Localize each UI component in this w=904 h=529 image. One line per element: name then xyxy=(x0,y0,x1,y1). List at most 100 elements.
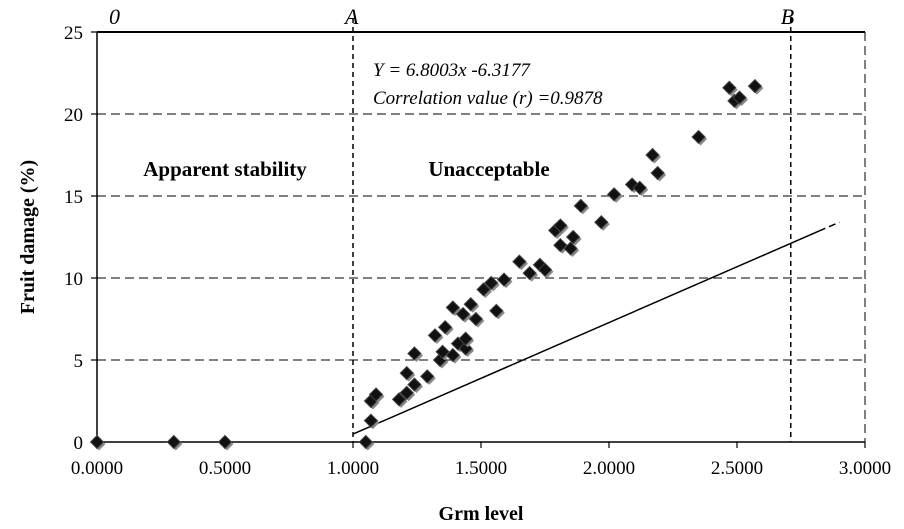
data-point-marker xyxy=(89,434,105,450)
x-tick-label: 3.0000 xyxy=(839,458,891,479)
data-point-marker xyxy=(522,265,537,281)
data-point-marker xyxy=(399,365,414,381)
data-point xyxy=(606,187,623,203)
threshold-lines xyxy=(352,18,792,442)
data-point-marker xyxy=(407,377,422,392)
data-point xyxy=(391,392,408,408)
data-point xyxy=(427,328,444,344)
y-axis-title: Fruit damage (%) xyxy=(17,160,39,314)
data-point xyxy=(89,434,106,451)
data-point-marker xyxy=(445,300,461,315)
data-point-marker xyxy=(476,282,491,297)
data-point-marker xyxy=(463,297,478,312)
x-tick-label: 2.5000 xyxy=(711,458,763,479)
y-tick-label: 15 xyxy=(64,187,83,208)
vline-b-label: B xyxy=(781,4,794,29)
origin-label: 0 xyxy=(109,4,120,29)
data-point-marker xyxy=(496,272,512,287)
data-point-marker xyxy=(512,254,527,269)
data-point xyxy=(632,180,649,197)
data-point xyxy=(399,385,416,402)
data-points xyxy=(89,78,764,451)
data-point-marker xyxy=(399,385,414,401)
data-point-marker xyxy=(363,413,379,428)
y-tick-label: 25 xyxy=(64,23,83,44)
data-point-marker xyxy=(553,218,568,233)
x-tick-label: 0.0000 xyxy=(71,458,123,479)
data-point xyxy=(650,165,667,182)
data-point-marker xyxy=(358,434,374,450)
data-point xyxy=(407,377,423,394)
data-point xyxy=(553,218,569,235)
region-label-apparent-stability: Apparent stability xyxy=(143,157,307,181)
data-point xyxy=(420,369,436,385)
y-tick-label: 0 xyxy=(74,433,84,454)
data-point xyxy=(166,434,183,451)
y-tick-labels: 0 5 10 15 20 25 xyxy=(64,23,83,454)
data-point-marker xyxy=(573,198,589,214)
trendline xyxy=(352,230,820,435)
data-point-marker xyxy=(563,241,578,256)
data-point xyxy=(455,306,472,323)
data-point xyxy=(363,413,380,430)
data-point xyxy=(496,272,513,289)
data-point xyxy=(399,365,416,382)
data-point xyxy=(522,265,539,282)
data-point-marker xyxy=(407,346,422,361)
vline-a-label: A xyxy=(343,4,359,29)
data-point-marker xyxy=(594,215,609,230)
correlation-value: Correlation value (r) =0.9878 xyxy=(373,88,603,109)
y-tick-label: 5 xyxy=(74,351,84,372)
data-point xyxy=(512,254,528,271)
data-point-marker xyxy=(632,180,647,196)
data-point-marker xyxy=(732,90,747,105)
data-point-marker xyxy=(368,387,384,402)
data-point xyxy=(458,331,475,348)
x-axis-title: Grm level xyxy=(439,503,524,525)
data-point xyxy=(563,241,580,257)
data-point-marker xyxy=(217,434,233,450)
data-point xyxy=(217,434,234,451)
x-tick-labels: 0.0000 0.5000 1.0000 1.5000 2.0000 2.5000 3.00… xyxy=(71,458,891,479)
data-point-marker xyxy=(691,129,706,145)
trendline-extension xyxy=(818,221,840,232)
data-point xyxy=(489,303,505,320)
data-point xyxy=(594,215,610,231)
data-point-marker xyxy=(427,328,443,343)
data-point-marker xyxy=(747,78,763,94)
data-point-marker xyxy=(420,369,435,384)
data-point xyxy=(468,311,485,328)
trendline-extension-segment xyxy=(818,221,840,232)
region-label-unacceptable: Unacceptable xyxy=(428,157,549,181)
data-point-marker xyxy=(645,147,660,163)
data-point-marker xyxy=(166,434,182,450)
trendline-equation: Y = 6.8003x -6.3177 xyxy=(373,60,531,81)
data-point-marker xyxy=(484,275,499,291)
y-tick-label: 10 xyxy=(64,269,83,290)
data-point-marker xyxy=(489,303,504,319)
data-point xyxy=(445,347,462,364)
data-point-marker xyxy=(437,319,453,335)
data-point-marker xyxy=(537,262,553,278)
data-point xyxy=(484,275,500,292)
data-point-marker xyxy=(606,187,622,202)
y-tick-label: 20 xyxy=(64,105,83,126)
data-point-marker xyxy=(455,306,471,322)
data-point xyxy=(732,90,749,107)
data-point xyxy=(407,346,423,362)
data-point xyxy=(358,434,375,451)
data-point xyxy=(645,147,662,164)
x-tick-label: 1.5000 xyxy=(455,458,507,479)
data-point xyxy=(565,229,582,246)
data-point xyxy=(573,198,590,215)
data-point xyxy=(722,80,738,97)
data-point xyxy=(691,129,708,146)
data-point-marker xyxy=(468,311,484,327)
data-point xyxy=(747,78,764,95)
x-tick-label: 1.0000 xyxy=(327,458,379,479)
data-point xyxy=(537,262,554,279)
grid-lines xyxy=(97,32,866,442)
data-point xyxy=(437,319,454,336)
x-tick-label: 0.5000 xyxy=(199,458,251,479)
